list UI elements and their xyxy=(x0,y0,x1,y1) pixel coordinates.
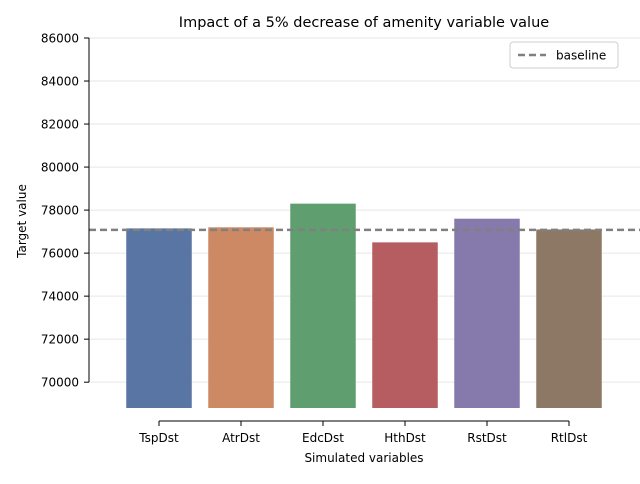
y-tick-label: 72000 xyxy=(41,333,79,347)
bar-tspdst xyxy=(126,228,192,408)
x-tick-label: RstDst xyxy=(467,431,507,445)
x-tick-label: RtlDst xyxy=(551,431,588,445)
bar-rtldst xyxy=(536,229,602,408)
bar-atrdst xyxy=(208,227,274,408)
y-tick-label: 74000 xyxy=(41,290,79,304)
y-tick-label: 86000 xyxy=(41,32,79,46)
x-tick-label: HthDst xyxy=(384,431,426,445)
bar-rstdst xyxy=(454,218,520,408)
bar-hthdst xyxy=(372,242,438,408)
x-axis-label: Simulated variables xyxy=(304,451,423,465)
x-tick-label: EdcDst xyxy=(302,431,344,445)
chart-title: Impact of a 5% decrease of amenity varia… xyxy=(179,15,549,31)
bar-edcdst xyxy=(290,203,356,408)
x-tick-label: TspDst xyxy=(138,431,179,445)
legend-baseline-label: baseline xyxy=(556,49,606,63)
legend: baseline xyxy=(509,41,619,69)
x-tick-label: AtrDst xyxy=(222,431,260,445)
y-tick-label: 70000 xyxy=(41,376,79,390)
axes: 70000 72000 74000 76000 78000 80000 82000 84000… xyxy=(41,32,588,446)
y-axis-label: Target value xyxy=(15,184,29,259)
y-tick-label: 84000 xyxy=(41,75,79,89)
y-tick-label: 80000 xyxy=(41,161,79,175)
y-tick-label: 78000 xyxy=(41,204,79,218)
y-tick-label: 82000 xyxy=(41,118,79,132)
legend-frame xyxy=(509,41,619,69)
bars xyxy=(126,203,602,408)
y-tick-label: 76000 xyxy=(41,247,79,261)
